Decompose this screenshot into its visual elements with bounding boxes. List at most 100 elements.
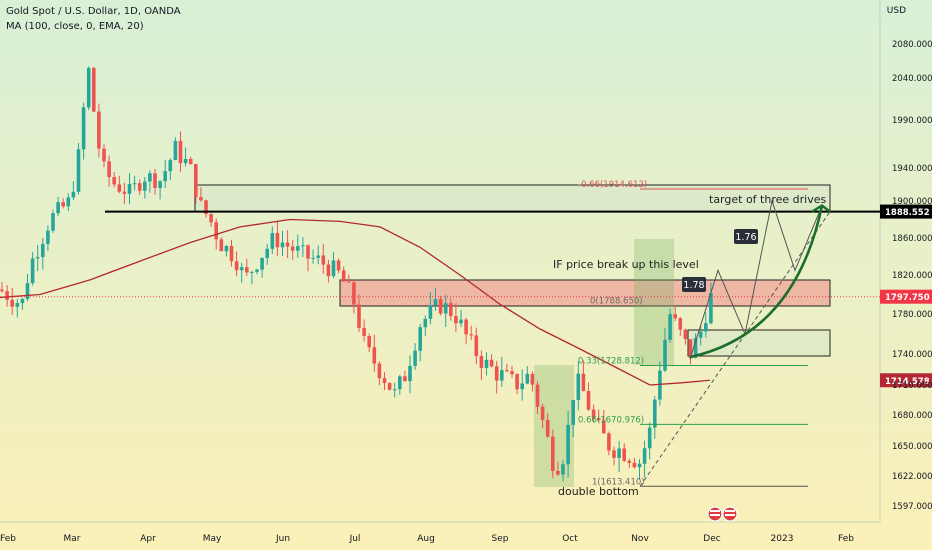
candle-body <box>102 148 106 162</box>
candle-body <box>438 299 443 314</box>
candle-body <box>92 67 96 112</box>
candle-body <box>377 363 382 379</box>
candle-body <box>20 298 25 304</box>
candle-body <box>551 436 555 471</box>
candle-body <box>545 419 550 437</box>
candle-body <box>234 261 239 271</box>
candle-body <box>408 365 412 382</box>
candle-body <box>137 183 142 191</box>
candle-body <box>704 323 708 332</box>
candle-body <box>15 303 20 307</box>
candle-body <box>173 140 178 160</box>
price-tag: 1888.552 <box>885 208 930 218</box>
candle-body <box>418 327 422 351</box>
candle-body <box>132 183 137 185</box>
candle-body <box>209 214 213 223</box>
candle-body <box>372 347 377 364</box>
price-tag: 1797.750 <box>885 293 930 303</box>
fib-label: 0.66(1670.976) <box>578 415 644 425</box>
annotation-double-bottom: double bottom <box>558 485 639 498</box>
candle-body <box>454 316 458 324</box>
candle-body <box>449 303 453 317</box>
candle-body <box>469 334 473 336</box>
candle-body <box>229 246 234 262</box>
y-tick-label: 1710.000 <box>892 381 932 391</box>
resistance-zone <box>194 184 831 213</box>
y-tick-label: 1820.000 <box>892 271 932 281</box>
candle-body <box>357 304 361 328</box>
candle-body <box>535 384 540 407</box>
candle-body <box>25 283 30 299</box>
overlay-group: -0.66(1914.612) 0(1788.650) 0.33(1728.812)… <box>0 180 932 522</box>
x-tick-label: Apr <box>140 534 156 544</box>
y-tick-label: 1940.000 <box>892 164 932 174</box>
price-tag-bg <box>880 289 932 304</box>
y-tick-label: 1740.000 <box>892 350 932 360</box>
candle-body <box>500 370 504 381</box>
candle-body <box>51 213 55 231</box>
candle-body <box>362 327 366 336</box>
candle-body <box>46 230 50 244</box>
x-tick-label: May <box>203 534 222 544</box>
bullish-arc <box>689 205 824 359</box>
candle-body <box>0 289 4 292</box>
candle-body <box>10 299 14 307</box>
candles-group <box>0 66 713 482</box>
candle-body <box>347 281 351 283</box>
candle-body <box>709 293 713 324</box>
candle-body <box>693 337 698 358</box>
candle-body <box>5 291 9 300</box>
y-tick-label: 1860.000 <box>892 234 932 244</box>
candle-body <box>260 257 264 270</box>
candle-body <box>341 270 346 282</box>
indicator-label: MA (100, close, 0, EMA, 20) <box>6 21 144 32</box>
us-flag-stripe <box>725 510 735 512</box>
x-tick-label: Dec <box>703 534 720 544</box>
candle-body <box>178 140 183 164</box>
candle-body <box>71 191 76 198</box>
candle-body <box>653 399 657 428</box>
fib-label: -0.66(1914.612) <box>578 180 647 190</box>
candle-body <box>245 267 249 273</box>
candle-body <box>612 450 616 458</box>
candle-body <box>489 359 494 367</box>
candle-body <box>76 149 81 192</box>
candle-body <box>255 269 259 272</box>
candle-body <box>683 329 688 340</box>
candle-body <box>403 376 407 382</box>
candle-body <box>194 164 198 198</box>
candle-body <box>311 257 315 259</box>
candle-body <box>607 433 611 451</box>
currency-label: USD <box>886 6 906 16</box>
x-tick-label: Jun <box>275 534 290 544</box>
candle-body <box>331 260 336 277</box>
candle-body <box>632 462 637 468</box>
candle-body <box>586 391 591 410</box>
y-tick-label: 1900.000 <box>892 197 932 207</box>
breakout-zone <box>339 279 831 307</box>
candle-body <box>30 258 35 284</box>
ratio-badge-1-bg <box>682 277 706 292</box>
candle-body <box>459 319 463 324</box>
price-tag-bg <box>880 204 932 219</box>
candle-body <box>576 373 581 400</box>
candle-body <box>617 448 621 458</box>
price-tag: 1714.578 <box>885 377 930 387</box>
x-tick-label: Feb <box>838 534 854 544</box>
fib-label: 0.33(1728.812) <box>578 357 644 367</box>
candle-body <box>678 318 683 330</box>
candle-body <box>627 460 632 463</box>
candle-body <box>117 184 122 192</box>
candle-body <box>673 314 677 319</box>
candle-body <box>214 222 218 240</box>
y-tick-label: 1680.000 <box>892 411 932 421</box>
candle-body <box>433 299 438 306</box>
ratio-badge-2: 1.76 <box>735 232 756 243</box>
candle-body <box>56 202 60 214</box>
candle-body <box>352 282 356 305</box>
x-tick-label: Feb <box>0 534 16 544</box>
candle-body <box>505 370 509 372</box>
candle-body <box>107 161 111 178</box>
